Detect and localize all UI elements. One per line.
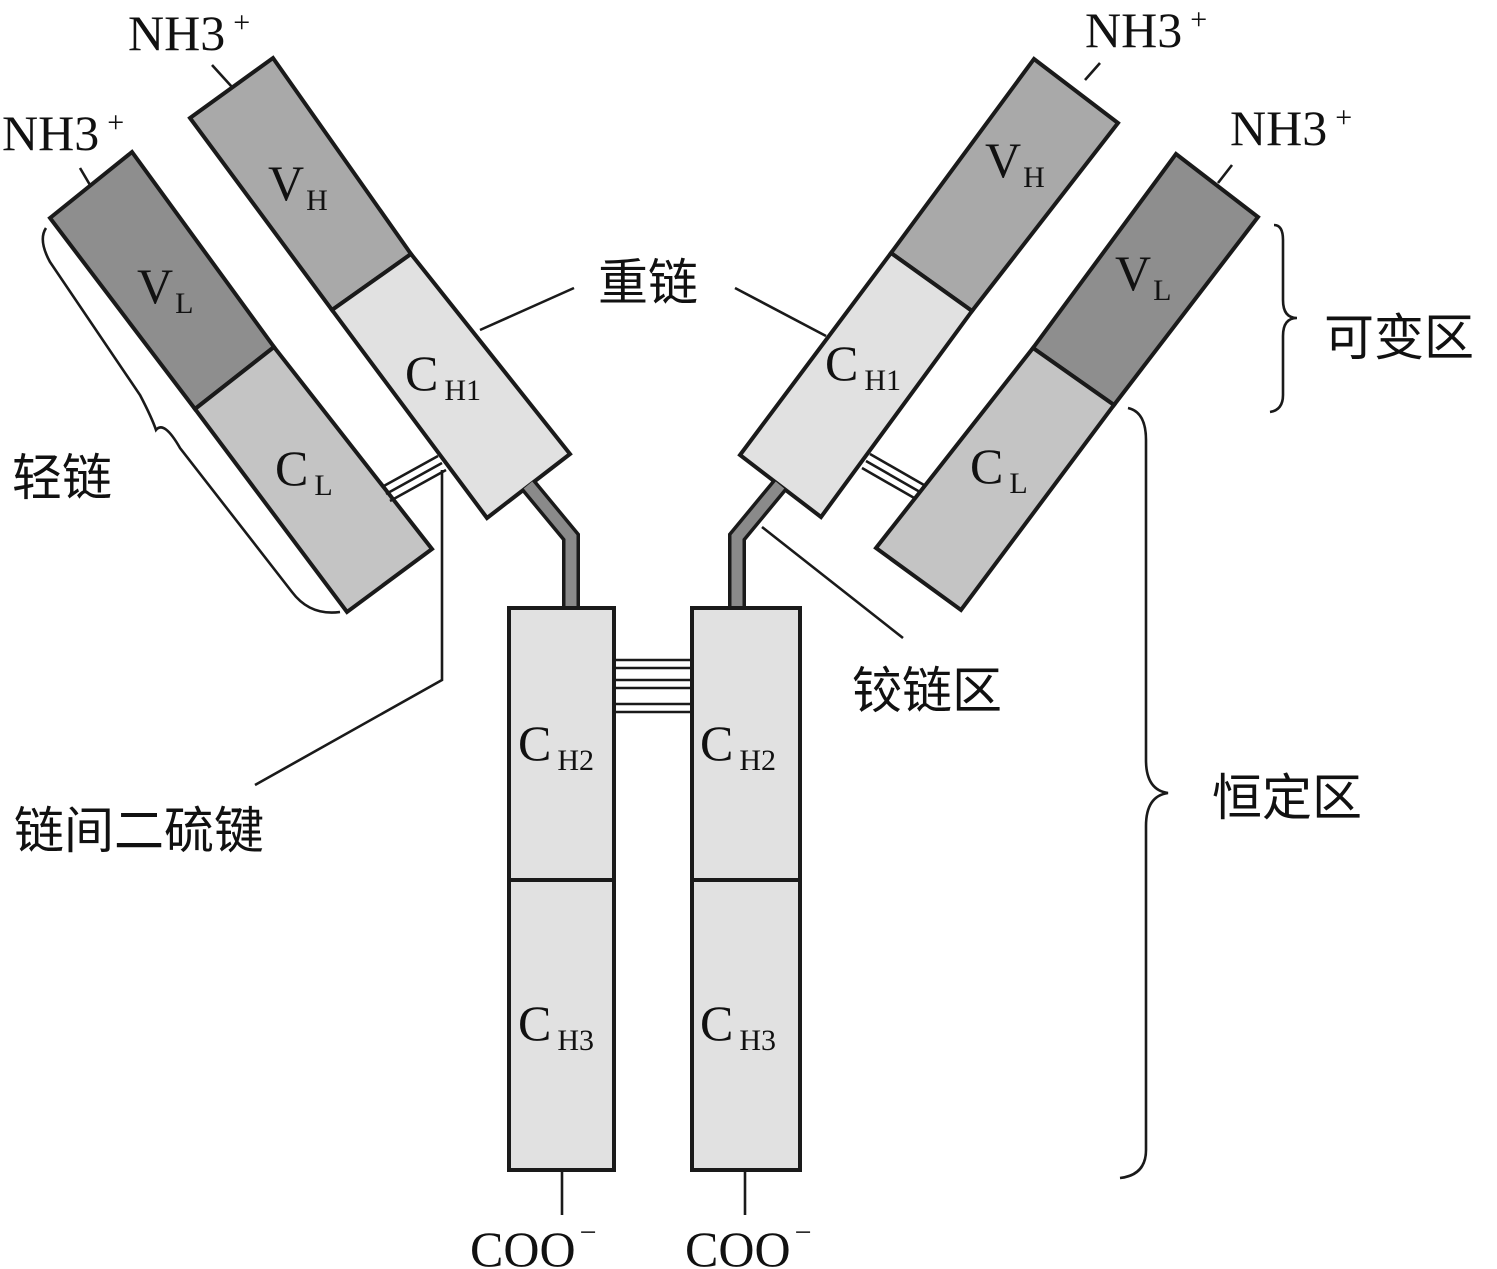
constant-region-label: 恒定区 (1212, 769, 1362, 827)
left-interchain-disulfide (381, 454, 447, 503)
hinge-region-leader (761, 525, 904, 640)
right-vh-label: VH (985, 132, 1045, 194)
right-hinge (728, 479, 787, 608)
left-ch3-domain (507, 878, 616, 1172)
terminus-labels: NH3 + NH3 + NH3 + NH3 + COO − COO − (2, 2, 1352, 1269)
interchain-disulfide-leader (254, 470, 444, 787)
right-ch2-label: C H2 (700, 715, 776, 777)
left-heavy-fab: VH C H1 (187, 55, 573, 521)
coo-label-left: COO − (470, 1216, 597, 1269)
left-ch3-label: C H3 (518, 995, 594, 1057)
right-vl-label: VL (1115, 245, 1171, 307)
right-ch3-label: C H3 (700, 995, 776, 1057)
coo-label-right: COO − (685, 1216, 812, 1269)
fc-interchain-disulfide (614, 658, 692, 714)
right-cl-domain (873, 345, 1117, 613)
interchain-disulfide-label: 链间二硫键 (14, 802, 264, 860)
left-heavy-nh3-stem (211, 64, 233, 88)
variable-region-brace (1269, 223, 1298, 414)
left-vh-label: VH (268, 155, 328, 217)
heavy-chain-label: 重链 (598, 254, 698, 312)
left-cl-domain (192, 344, 435, 615)
light-chain-label: 轻链 (12, 449, 112, 507)
right-heavy-nh3-stem (1084, 62, 1101, 81)
nh3-label-right-heavy: NH3 + (1085, 2, 1207, 58)
right-ch1-domain (737, 250, 975, 520)
constant-region-brace (1119, 406, 1169, 1180)
hinge-region-label: 铰链区 (852, 662, 1002, 720)
left-hinge (521, 479, 580, 608)
heavy-chain-leader-left (479, 286, 575, 332)
right-interchain-disulfide (861, 452, 925, 501)
left-vl-label: VL (137, 258, 193, 320)
nh3-label-right-light: NH3 + (1230, 100, 1352, 156)
nh3-label-left-light: NH3 + (2, 105, 124, 161)
left-ch2-label: C H2 (518, 715, 594, 777)
variable-region-label: 可变区 (1324, 309, 1474, 367)
left-light-nh3-stem (78, 167, 92, 186)
nh3-label-left-heavy: NH3 + (128, 5, 250, 61)
light-chain-brace (41, 227, 341, 614)
right-ch2-domain (690, 606, 802, 882)
left-ch1-label: C H1 (405, 345, 481, 407)
left-ch2-domain (507, 606, 616, 882)
heavy-chain-leader-right (734, 286, 827, 338)
left-ch1-domain (329, 251, 573, 521)
right-ch1-label: C H1 (825, 335, 901, 397)
right-heavy-fab: VH C H1 (737, 56, 1121, 520)
fc-region: C H2 C H2 C H3 C H3 (507, 606, 802, 1215)
right-ch3-domain (690, 878, 802, 1172)
right-light-nh3-stem (1216, 164, 1234, 184)
